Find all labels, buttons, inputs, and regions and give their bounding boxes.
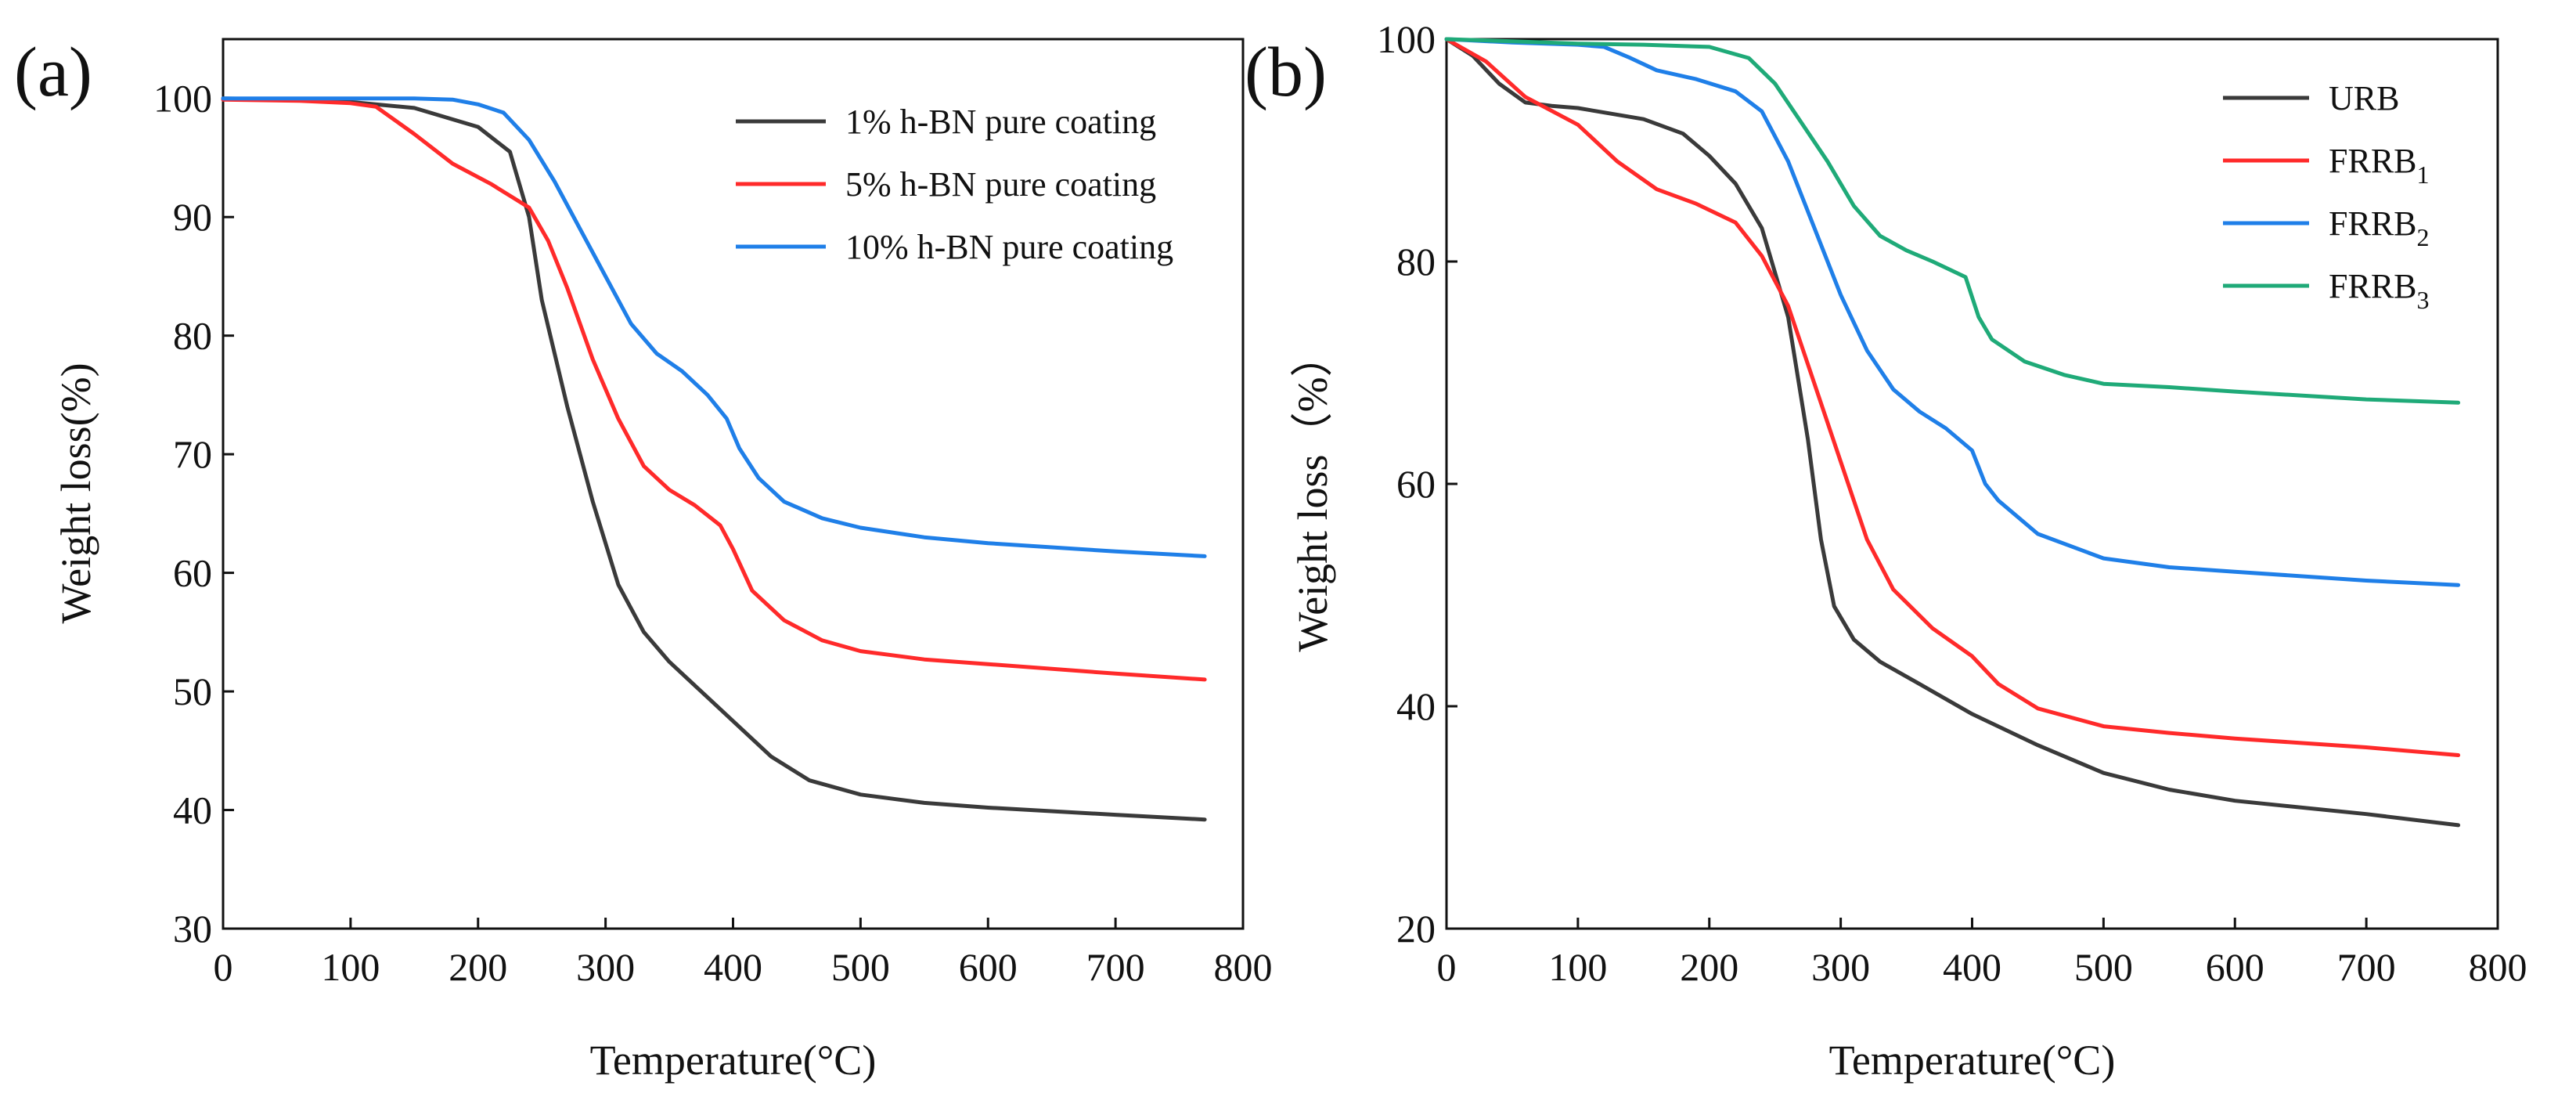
y-axis-label: Weight loss(%)	[52, 363, 99, 623]
x-axis-label: Temperature(°C)	[1829, 1037, 2116, 1084]
legend-label: 1% h-BN pure coating	[845, 103, 1156, 141]
x-tick-label: 500	[2074, 945, 2133, 989]
series-line-2	[221, 97, 1207, 682]
x-tick-label: 600	[2206, 945, 2264, 989]
x-tick-label: 800	[1214, 945, 1273, 989]
y-tick-label: 20	[1396, 907, 1436, 951]
y-tick-label: 60	[173, 551, 212, 595]
panel-a-chart: (a) 0 100 200 300 400 500 600 700 800 30 40 50 60 70 80…	[14, 34, 1273, 1084]
legend-label: FRRB1	[2329, 142, 2430, 189]
panel-b-chart: (b) 0 100 200 300 400 500 600 700 800 20 40 60 80 100 T…	[1245, 17, 2527, 1084]
legend-label: FRRB3	[2329, 267, 2430, 314]
y-tick-label: 90	[173, 195, 212, 239]
x-tick-label: 400	[1943, 945, 2001, 989]
y-tick-label: 50	[173, 669, 212, 713]
x-tick-label: 800	[2469, 945, 2527, 989]
y-tick-label: 70	[173, 432, 212, 476]
legend-label: 10% h-BN pure coating	[845, 228, 1173, 266]
series-line-4	[1444, 37, 2461, 405]
x-tick-label: 600	[959, 945, 1018, 989]
y-tick-label: 40	[1396, 684, 1436, 728]
y-tick-label: 60	[1396, 462, 1436, 506]
x-tick-label: 300	[576, 945, 635, 989]
x-axis-label: Temperature(°C)	[590, 1037, 877, 1084]
series-line-3	[221, 96, 1207, 558]
x-tick-label: 200	[1680, 945, 1738, 989]
y-tick-label: 80	[173, 314, 212, 358]
x-tick-label: 0	[1437, 945, 1457, 989]
x-tick-label: 0	[214, 945, 233, 989]
x-tick-label: 200	[449, 945, 507, 989]
x-tick-label: 300	[1811, 945, 1870, 989]
legend-label: 5% h-BN pure coating	[845, 165, 1156, 204]
y-tick-label: 30	[173, 907, 212, 951]
y-tick-label: 80	[1396, 240, 1436, 283]
y-axis-label: Weight loss（%）	[1289, 334, 1336, 651]
y-tick-label: 100	[153, 77, 212, 121]
x-tick-label: 100	[321, 945, 380, 989]
series-line-1	[1444, 37, 2461, 828]
x-tick-label: 100	[1548, 945, 1607, 989]
panel-label: (a)	[14, 34, 92, 111]
series-line-1	[221, 96, 1207, 822]
series-line-2	[1444, 37, 2461, 757]
legend-label: FRRB2	[2329, 204, 2430, 251]
x-tick-label: 500	[831, 945, 890, 989]
panel-label: (b)	[1245, 34, 1327, 111]
y-tick-label: 40	[173, 788, 212, 832]
series-line-3	[1444, 37, 2461, 587]
x-tick-label: 700	[1086, 945, 1145, 989]
legend-label: URB	[2329, 79, 2399, 117]
x-tick-label: 700	[2337, 945, 2396, 989]
x-tick-label: 400	[704, 945, 762, 989]
y-tick-label: 100	[1377, 17, 1436, 61]
